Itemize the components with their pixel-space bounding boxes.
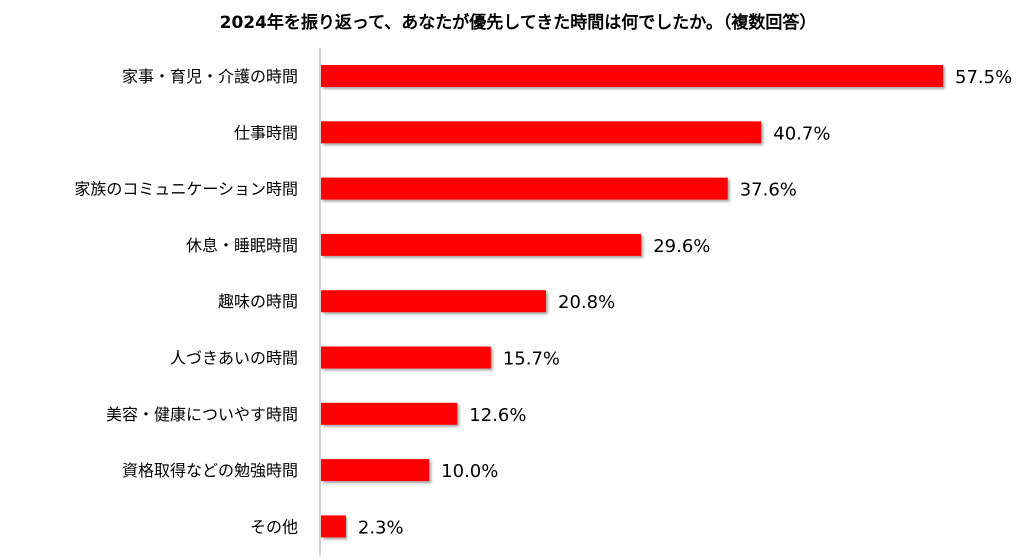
data-label: 12.6% <box>469 405 526 426</box>
data-label: 29.6% <box>653 236 710 257</box>
labels-layer: 家事・育児・介護の時間 57.5% 仕事時間 40.7% 家族のコミュニケーション時間 3… <box>74 67 1012 538</box>
category-label: 家族のコミュニケーション時間 <box>74 180 298 199</box>
data-label: 2.3% <box>358 517 404 538</box>
category-label: 人づきあいの時間 <box>170 349 298 368</box>
category-label: 趣味の時間 <box>218 292 298 311</box>
bar-7 <box>321 459 430 482</box>
data-label: 40.7% <box>773 123 830 144</box>
data-label: 57.5% <box>955 67 1012 88</box>
bar-5 <box>321 346 491 369</box>
category-label: その他 <box>250 517 298 536</box>
category-label: 資格取得などの勉強時間 <box>122 461 298 480</box>
data-label: 15.7% <box>503 349 560 370</box>
bar-1 <box>321 121 762 144</box>
bar-6 <box>321 402 458 425</box>
data-label: 10.0% <box>441 461 498 482</box>
data-label: 20.8% <box>558 292 615 313</box>
bar-4 <box>321 290 547 313</box>
category-label: 休息・睡眠時間 <box>186 236 298 255</box>
category-label: 家事・育児・介護の時間 <box>122 67 298 86</box>
chart-title: 2024年を振り返って、あなたが優先してきた時間は何でしたか。（複数回答） <box>219 13 817 33</box>
bar-3 <box>321 233 642 256</box>
bar-8 <box>321 515 346 538</box>
data-label: 37.6% <box>740 180 797 201</box>
category-label: 美容・健康についやす時間 <box>106 405 298 424</box>
bar-2 <box>321 177 728 200</box>
bars-layer <box>321 65 943 538</box>
bar-0 <box>321 65 943 87</box>
category-label: 仕事時間 <box>234 123 298 142</box>
